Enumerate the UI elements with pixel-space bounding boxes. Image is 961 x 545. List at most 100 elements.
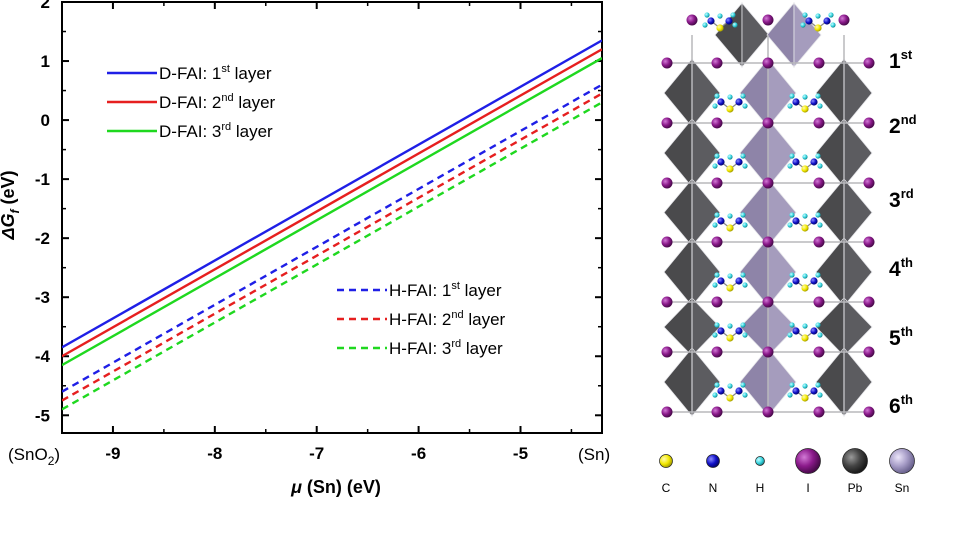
iodine-atom [661,57,673,69]
pb-octahedron [663,57,721,129]
legend-label-4: H-FAI: 1st layer [389,280,502,300]
nitrogen-atom [735,327,743,335]
hydrogen-atom [802,12,808,18]
hydrogen-atom [742,103,748,109]
layer-label-4: 4th [889,255,913,281]
layer-label-2: 2nd [889,112,917,138]
iodine-atom [711,406,723,418]
hydrogen-atom [787,222,793,228]
hydrogen-atom [727,94,733,100]
hydrogen-atom [740,212,746,218]
pb-octahedron [815,57,873,129]
hydrogen-atom [787,392,793,398]
hydrogen-atom [740,153,746,159]
hydrogen-atom [828,12,834,18]
series-group [62,39,602,411]
iodine-atom [661,236,673,248]
carbon-atom [814,24,822,32]
element-key-pb: Pb [842,448,868,495]
carbon-atom [716,24,724,32]
nitrogen-atom [810,217,818,225]
series-line-4 [62,83,602,393]
element-swatch [659,454,673,468]
hydrogen-atom [787,103,793,109]
carbon-atom [726,394,734,402]
hydrogen-atom [817,163,823,169]
y-tick-label: -1 [35,170,50,189]
nitrogen-atom [717,387,725,395]
carbon-atom [801,165,809,173]
fa-molecule [787,212,823,232]
hydrogen-atom [714,382,720,388]
nitrogen-atom [792,277,800,285]
hydrogen-atom [714,212,720,218]
fa-molecule [712,272,748,292]
carbon-atom [726,224,734,232]
hydrogen-atom [817,332,823,338]
hydrogen-atom [789,382,795,388]
hydrogen-atom [712,103,718,109]
y-tick-label: -5 [35,406,50,425]
carbon-atom [801,284,809,292]
nitrogen-atom [805,17,813,25]
iodine-atom [762,117,774,129]
y-tick-label: -4 [35,347,51,366]
y-tick-label: 2 [41,0,50,12]
iodine-atom [661,406,673,418]
hydrogen-atom [815,322,821,328]
iodine-atom [863,346,875,358]
hydrogen-atom [712,163,718,169]
nitrogen-atom [707,17,715,25]
iodine-atom [813,406,825,418]
iodine-atom [711,236,723,248]
nitrogen-atom [792,387,800,395]
fa-molecule [712,382,748,402]
carbon-atom [726,105,734,113]
hydrogen-atom [815,272,821,278]
series-line-2 [62,48,602,358]
hydrogen-atom [817,103,823,109]
element-key-i: I [795,448,821,495]
iodine-atom [863,117,875,129]
hydrogen-atom [740,382,746,388]
x-end-label-left: (SnO2) [8,445,60,468]
element-symbol: Pb [848,481,863,495]
hydrogen-atom [800,22,806,28]
hydrogen-atom [727,154,733,160]
plot-frame [61,1,603,434]
series-line-1 [62,39,602,349]
element-symbol: Sn [895,481,910,495]
element-key-h: H [755,456,765,495]
nitrogen-atom [792,98,800,106]
iodine-atom [813,177,825,189]
iodine-atom [863,296,875,308]
iodine-atom [711,346,723,358]
element-key-c: C [659,454,673,495]
pb-octahedron [714,1,770,69]
fa-molecule [800,12,836,32]
hydrogen-atom [742,282,748,288]
hydrogen-atom [789,93,795,99]
layer-labels: 1st 2nd 3rd 4th 5th 6th [889,47,917,418]
element-key-sn: Sn [889,448,915,495]
x-tick-label: -7 [309,444,324,463]
legend-d-fai: D-FAI: 1st layer D-FAI: 2nd layer D-FAI: 3… [107,63,276,141]
nitrogen-atom [735,387,743,395]
y-tick-label: 0 [41,111,50,130]
legend-h-fai: H-FAI: 1st layer H-FAI: 2nd layer H-FAI: 3… [337,280,506,358]
sn-octahedron [739,346,797,418]
hydrogen-atom [740,322,746,328]
x-tick-label: -9 [105,444,120,463]
sn-octahedron [739,236,797,308]
hydrogen-atom [727,213,733,219]
hydrogen-atom [742,222,748,228]
hydrogen-atom [802,154,808,160]
axis-ticks [62,1,602,433]
element-symbol: C [662,481,671,495]
hydrogen-atom [714,153,720,159]
plot-panel: -5 -4 -3 -2 -1 0 1 2 -9 -8 -7 -6 -5 (SnO2) (Sn) μ (… [0,0,610,497]
element-legend: C N H I Pb Sn [659,448,915,495]
hydrogen-atom [802,323,808,329]
iodine-atom [711,117,723,129]
